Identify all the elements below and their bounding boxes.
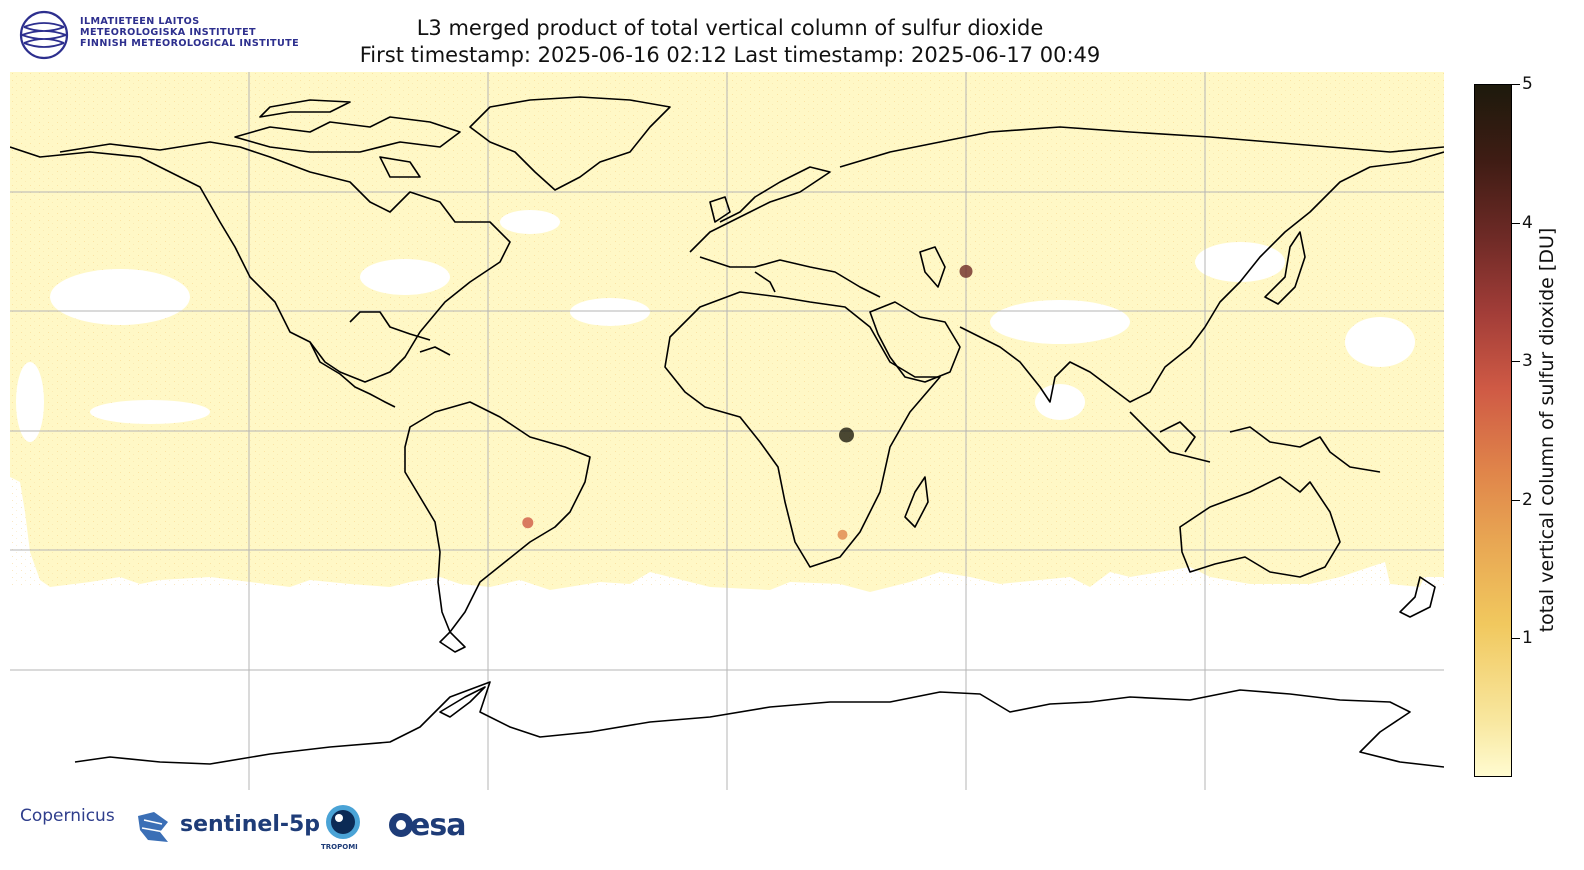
fmi-line-1: ILMATIETEEN LAITOS <box>80 16 200 27</box>
asia-coast <box>839 126 1444 403</box>
sentinel-satellite-icon <box>138 812 168 842</box>
esa-wordmark: esa <box>410 808 466 843</box>
coastlines <box>10 96 1444 768</box>
new-zealand-coast <box>1399 576 1436 618</box>
japan-coast <box>1264 231 1306 305</box>
north-america-coast <box>10 141 511 383</box>
colorbar-tick-label: 3 <box>1522 351 1533 371</box>
copernicus-logo: Copernicus <box>20 806 115 826</box>
fmi-line-3: FINNISH METEOROLOGICAL INSTITUTE <box>80 38 300 49</box>
gridlines <box>10 72 1444 790</box>
so2-hotspots <box>522 264 973 540</box>
chart-title: L3 merged product of total vertical colu… <box>416 16 1044 40</box>
caspian-sea <box>919 246 946 288</box>
colorbar-tick-mark <box>1512 223 1520 224</box>
south-america-coast <box>404 401 591 653</box>
antarctic-peninsula <box>439 686 486 718</box>
colorbar-tick-mark <box>1512 84 1520 85</box>
antarctica-coast <box>74 681 1444 768</box>
europe-coast <box>689 166 881 298</box>
chart-subtitle-timestamps: First timestamp: 2025-06-16 02:12 Last t… <box>359 43 1101 67</box>
tropomi-wordmark: TROPOMI <box>321 843 358 851</box>
hotspot-central-africa-plume <box>839 427 854 443</box>
australia-coast <box>1179 476 1341 578</box>
africa-coast <box>664 291 941 568</box>
colorbar-label: total vertical column of sulfur dioxide … <box>1536 227 1558 633</box>
hotspot-south-africa <box>837 529 848 540</box>
madagascar-coast <box>904 476 929 528</box>
colorbar-tick-label: 4 <box>1522 213 1533 233</box>
fmi-logo <box>19 10 69 60</box>
sentinel-5p-wordmark: sentinel-5p <box>180 812 321 837</box>
arabia-coast <box>869 301 961 383</box>
colorbar-tick-label: 1 <box>1522 628 1533 648</box>
arctic-islands <box>234 99 461 178</box>
central-america-coast <box>309 311 451 408</box>
colorbar-tick-label: 5 <box>1522 74 1533 94</box>
fmi-line-2: METEOROLOGISKA INSTITUTET <box>80 27 256 38</box>
esa-icon <box>389 813 413 837</box>
tropomi-icon <box>326 805 360 839</box>
greenland-coast <box>469 96 671 191</box>
colorbar <box>1474 84 1512 777</box>
indonesia-coast <box>1129 411 1381 473</box>
hotspot-southern-brazil <box>522 517 534 529</box>
colorbar-tick-mark <box>1512 638 1520 639</box>
colorbar-tick-mark <box>1512 500 1520 501</box>
fmi-wordmark: ILMATIETEEN LAITOS METEOROLOGISKA INSTIT… <box>80 16 299 49</box>
colorbar-tick-label: 2 <box>1522 490 1533 510</box>
hotspot-central-asia-point <box>959 264 973 278</box>
colorbar-tick-mark <box>1512 361 1520 362</box>
world-map <box>10 72 1444 790</box>
